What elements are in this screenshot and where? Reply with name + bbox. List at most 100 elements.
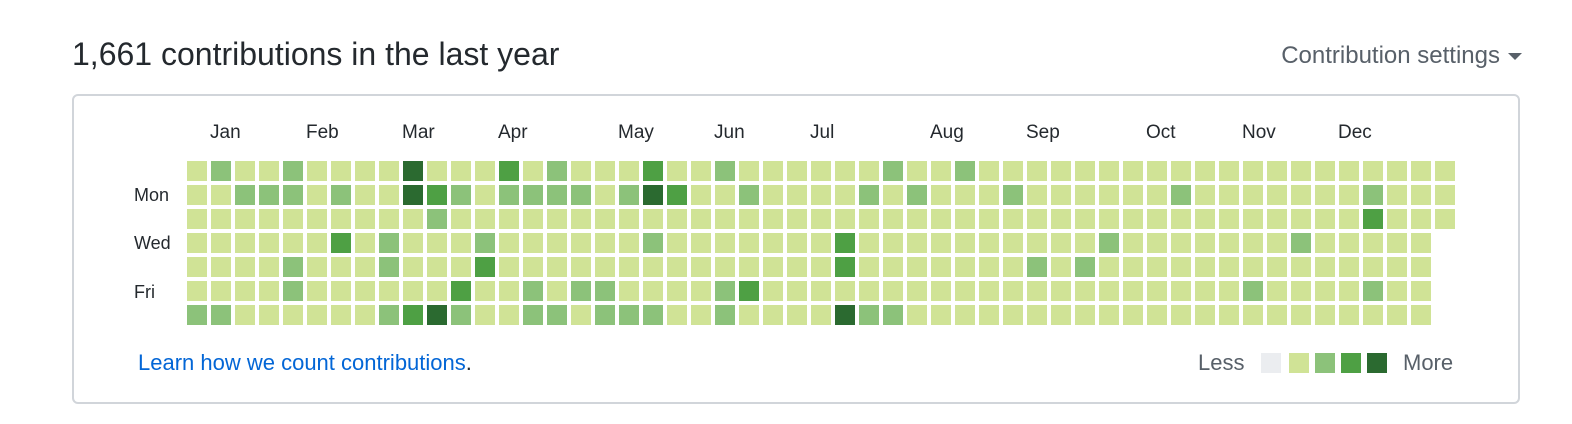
- contribution-day-cell[interactable]: [1363, 209, 1383, 229]
- contribution-day-cell[interactable]: [787, 257, 807, 277]
- contribution-day-cell[interactable]: [1027, 185, 1047, 205]
- contribution-day-cell[interactable]: [283, 209, 303, 229]
- contribution-day-cell[interactable]: [835, 185, 855, 205]
- contribution-day-cell[interactable]: [1051, 257, 1071, 277]
- contribution-day-cell[interactable]: [403, 257, 423, 277]
- contribution-day-cell[interactable]: [499, 281, 519, 301]
- contribution-day-cell[interactable]: [1027, 281, 1047, 301]
- contribution-day-cell[interactable]: [259, 257, 279, 277]
- contribution-day-cell[interactable]: [1243, 185, 1263, 205]
- contribution-day-cell[interactable]: [211, 161, 231, 181]
- contribution-day-cell[interactable]: [1387, 209, 1407, 229]
- contribution-day-cell[interactable]: [1195, 209, 1215, 229]
- contribution-day-cell[interactable]: [643, 185, 663, 205]
- contribution-day-cell[interactable]: [619, 185, 639, 205]
- contribution-day-cell[interactable]: [1243, 233, 1263, 253]
- contribution-day-cell[interactable]: [1219, 161, 1239, 181]
- contribution-day-cell[interactable]: [1411, 281, 1431, 301]
- contribution-day-cell[interactable]: [571, 209, 591, 229]
- contribution-day-cell[interactable]: [427, 305, 447, 325]
- contribution-day-cell[interactable]: [235, 281, 255, 301]
- contribution-day-cell[interactable]: [1363, 305, 1383, 325]
- contribution-day-cell[interactable]: [1411, 161, 1431, 181]
- contribution-day-cell[interactable]: [835, 233, 855, 253]
- contribution-day-cell[interactable]: [883, 185, 903, 205]
- contribution-day-cell[interactable]: [571, 233, 591, 253]
- contribution-day-cell[interactable]: [1267, 209, 1287, 229]
- contribution-day-cell[interactable]: [379, 161, 399, 181]
- contribution-day-cell[interactable]: [475, 161, 495, 181]
- contribution-day-cell[interactable]: [979, 161, 999, 181]
- contribution-day-cell[interactable]: [1363, 161, 1383, 181]
- contribution-day-cell[interactable]: [859, 257, 879, 277]
- contribution-day-cell[interactable]: [259, 209, 279, 229]
- contribution-day-cell[interactable]: [859, 161, 879, 181]
- contribution-day-cell[interactable]: [1027, 161, 1047, 181]
- contribution-day-cell[interactable]: [979, 209, 999, 229]
- contribution-day-cell[interactable]: [1435, 185, 1455, 205]
- contribution-day-cell[interactable]: [691, 185, 711, 205]
- contribution-day-cell[interactable]: [811, 161, 831, 181]
- contribution-day-cell[interactable]: [787, 161, 807, 181]
- contribution-day-cell[interactable]: [1243, 281, 1263, 301]
- contribution-day-cell[interactable]: [1171, 209, 1191, 229]
- contribution-day-cell[interactable]: [979, 281, 999, 301]
- contribution-day-cell[interactable]: [307, 305, 327, 325]
- contribution-day-cell[interactable]: [1435, 209, 1455, 229]
- contribution-day-cell[interactable]: [595, 257, 615, 277]
- contribution-day-cell[interactable]: [931, 257, 951, 277]
- contribution-day-cell[interactable]: [1003, 233, 1023, 253]
- contribution-day-cell[interactable]: [1387, 305, 1407, 325]
- contribution-day-cell[interactable]: [859, 185, 879, 205]
- contribution-day-cell[interactable]: [667, 281, 687, 301]
- contribution-day-cell[interactable]: [907, 305, 927, 325]
- contribution-day-cell[interactable]: [1171, 185, 1191, 205]
- contribution-day-cell[interactable]: [1339, 305, 1359, 325]
- contribution-day-cell[interactable]: [1099, 257, 1119, 277]
- contribution-day-cell[interactable]: [571, 281, 591, 301]
- contribution-day-cell[interactable]: [667, 161, 687, 181]
- contribution-day-cell[interactable]: [307, 257, 327, 277]
- contribution-day-cell[interactable]: [259, 185, 279, 205]
- contribution-day-cell[interactable]: [883, 161, 903, 181]
- contribution-day-cell[interactable]: [1051, 209, 1071, 229]
- contribution-day-cell[interactable]: [1315, 257, 1335, 277]
- contribution-day-cell[interactable]: [1027, 209, 1047, 229]
- contribution-day-cell[interactable]: [1219, 305, 1239, 325]
- contribution-day-cell[interactable]: [451, 257, 471, 277]
- contribution-day-cell[interactable]: [739, 281, 759, 301]
- contribution-day-cell[interactable]: [1219, 281, 1239, 301]
- contribution-day-cell[interactable]: [1099, 209, 1119, 229]
- contribution-day-cell[interactable]: [1195, 161, 1215, 181]
- contribution-day-cell[interactable]: [1195, 233, 1215, 253]
- contribution-day-cell[interactable]: [475, 209, 495, 229]
- learn-contributions-link[interactable]: Learn how we count contributions: [138, 350, 466, 375]
- contribution-day-cell[interactable]: [1003, 281, 1023, 301]
- contribution-day-cell[interactable]: [1099, 305, 1119, 325]
- contribution-day-cell[interactable]: [763, 209, 783, 229]
- contribution-day-cell[interactable]: [1339, 281, 1359, 301]
- contribution-day-cell[interactable]: [547, 257, 567, 277]
- contribution-day-cell[interactable]: [1243, 209, 1263, 229]
- contribution-day-cell[interactable]: [1243, 161, 1263, 181]
- contribution-day-cell[interactable]: [1339, 209, 1359, 229]
- contribution-day-cell[interactable]: [619, 281, 639, 301]
- contribution-day-cell[interactable]: [1291, 257, 1311, 277]
- contribution-day-cell[interactable]: [259, 233, 279, 253]
- contribution-day-cell[interactable]: [1075, 185, 1095, 205]
- contribution-day-cell[interactable]: [1411, 185, 1431, 205]
- contribution-day-cell[interactable]: [427, 185, 447, 205]
- contribution-day-cell[interactable]: [187, 281, 207, 301]
- contribution-day-cell[interactable]: [547, 209, 567, 229]
- contribution-day-cell[interactable]: [1147, 305, 1167, 325]
- contribution-day-cell[interactable]: [523, 305, 543, 325]
- contribution-day-cell[interactable]: [835, 257, 855, 277]
- contribution-day-cell[interactable]: [787, 233, 807, 253]
- contribution-day-cell[interactable]: [403, 209, 423, 229]
- contribution-day-cell[interactable]: [547, 281, 567, 301]
- contribution-day-cell[interactable]: [211, 185, 231, 205]
- contribution-day-cell[interactable]: [907, 233, 927, 253]
- contribution-day-cell[interactable]: [955, 161, 975, 181]
- contribution-day-cell[interactable]: [475, 233, 495, 253]
- contribution-day-cell[interactable]: [883, 209, 903, 229]
